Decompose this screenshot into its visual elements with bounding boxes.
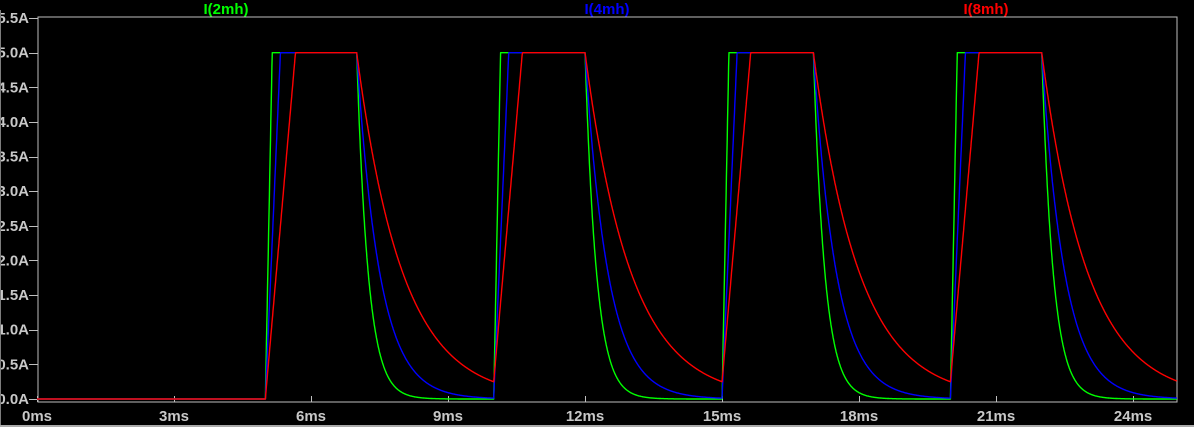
x-axis-tick-label: 12ms (566, 408, 604, 425)
window-border-bottom (0, 425, 1194, 427)
y-axis-tick-label: 0.0A (0, 391, 29, 408)
window-border-left (0, 10, 1, 427)
x-axis-tick-label: 18ms (840, 408, 878, 425)
y-axis-tick-label: 3.0A (0, 183, 29, 200)
plot-frame (37, 16, 1178, 403)
x-axis-tick-label: 21ms (977, 408, 1015, 425)
trace-i2mh[interactable] (36, 52, 1178, 400)
legend-label-i2mh[interactable]: I(2mh) (204, 1, 249, 18)
x-axis-tick-label: 24ms (1114, 408, 1152, 425)
y-axis-tick-label: 1.5A (0, 287, 29, 304)
y-axis-tick-label: 2.5A (0, 218, 29, 235)
x-axis-tick-label: 9ms (433, 408, 463, 425)
y-axis-tick-label: 5.0A (0, 45, 29, 62)
y-axis-tick-label: 1.0A (0, 322, 29, 339)
axis-ticks: 5.5A 5.0A 4.5A 4.0A 3.5A 3.0A 2.5A 2.0A 1.5A 1.0A… (0, 10, 1152, 425)
x-axis-tick-label: 3ms (159, 408, 189, 425)
y-axis-tick-label: 4.0A (0, 114, 29, 131)
y-axis-tick-label: 4.5A (0, 79, 29, 96)
legend-label-i8mh[interactable]: I(8mh) (964, 1, 1009, 18)
y-axis-tick-label: 2.0A (0, 252, 29, 269)
y-axis-tick-label: 3.5A (0, 149, 29, 166)
legend-label-i4mh[interactable]: I(4mh) (585, 1, 630, 18)
x-axis-tick-label: 6ms (296, 408, 326, 425)
y-axis-tick-label: 0.5A (0, 356, 29, 373)
x-axis-tick-label: 15ms (703, 408, 741, 425)
trace-layer (36, 52, 1178, 400)
plot-frame-rect (37, 16, 1178, 403)
y-axis-tick-label: 5.5A (0, 10, 29, 27)
x-axis-tick-label: 0ms (22, 408, 52, 425)
trace-i8mh[interactable] (36, 52, 1178, 400)
